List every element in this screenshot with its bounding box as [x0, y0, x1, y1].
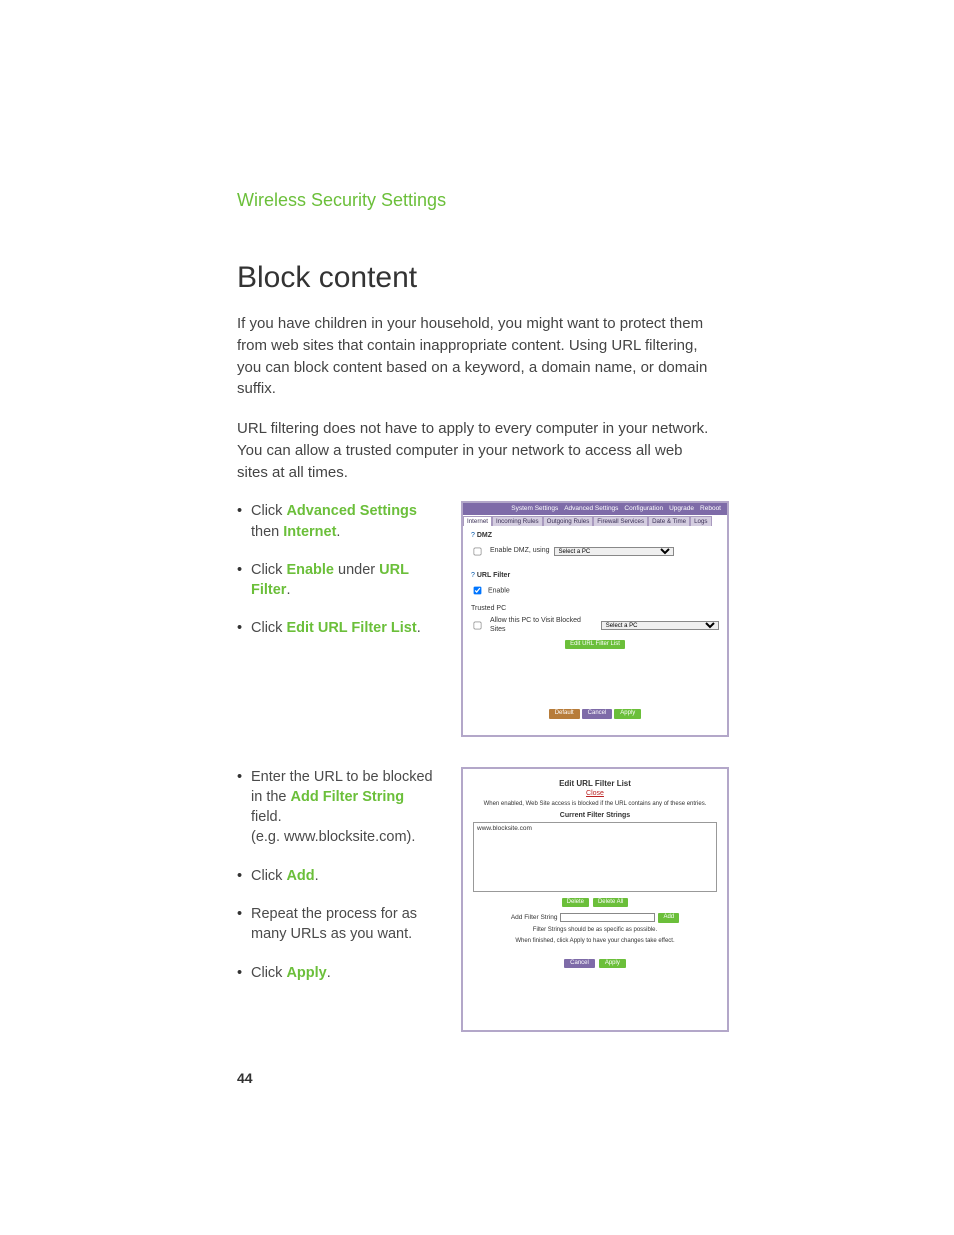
keyword-apply: Apply [286, 965, 326, 981]
subtab-logs[interactable]: Logs [690, 516, 711, 526]
apply-button[interactable]: Apply [599, 959, 626, 968]
page-heading: Block content [237, 261, 717, 295]
tab-upgrade[interactable]: Upgrade [669, 505, 694, 513]
paragraph-1: If you have children in your household, … [237, 313, 717, 400]
filter-string-item[interactable]: www.blocksite.com [477, 825, 713, 833]
tab-system-settings[interactable]: System Settings [511, 505, 558, 513]
subtab-incoming-rules[interactable]: Incoming Rules [492, 516, 543, 526]
edit-url-filter-list-button[interactable]: Edit URL Filter List [565, 640, 625, 649]
current-filter-strings-heading: Current Filter Strings [473, 812, 717, 820]
keyword-edit-url-filter-list: Edit URL Filter List [286, 620, 416, 636]
text: . [286, 582, 290, 598]
text: (e.g. www.blocksite.com). [251, 829, 415, 845]
instruction-item: Click Enable under URL Filter. [237, 560, 437, 601]
dialog-description: When enabled, Web Site access is blocked… [473, 801, 717, 808]
edit-url-filter-dialog-screenshot: Edit URL Filter List Close When enabled,… [461, 767, 729, 1032]
keyword-add-filter-string: Add Filter String [291, 789, 405, 805]
text: field. [251, 809, 282, 825]
url-filter-heading: URL Filter [477, 572, 510, 579]
text: Click [251, 503, 286, 519]
text: then [251, 524, 283, 540]
subtab-firewall-services[interactable]: Firewall Services [593, 516, 648, 526]
tab-reboot[interactable]: Reboot [700, 505, 721, 513]
hint-text-1: Filter Strings should be as specific as … [473, 927, 717, 934]
filter-string-listbox[interactable]: www.blocksite.com [473, 822, 717, 892]
apply-button[interactable]: Apply [614, 709, 641, 718]
help-icon[interactable]: ? [471, 532, 475, 539]
keyword-internet: Internet [283, 524, 336, 540]
subtab-outgoing-rules[interactable]: Outgoing Rules [543, 516, 594, 526]
text: . [417, 620, 421, 636]
instruction-item: Repeat the process for as many URLs as y… [237, 904, 437, 945]
text: . [327, 965, 331, 981]
instruction-list-2: Enter the URL to be blocked in the Add F… [237, 767, 437, 983]
delete-button[interactable]: Delete [562, 898, 589, 907]
keyword-add: Add [286, 868, 314, 884]
instruction-item: Enter the URL to be blocked in the Add F… [237, 767, 437, 848]
sub-nav-tabs: Internet Incoming Rules Outgoing Rules F… [463, 515, 727, 526]
tab-configuration[interactable]: Configuration [624, 505, 663, 513]
dialog-title: Edit URL Filter List [473, 779, 717, 789]
hint-text-2: When finished, click Apply to have your … [473, 938, 717, 945]
instruction-item: Click Add. [237, 866, 437, 886]
delete-all-button[interactable]: Delete All [593, 898, 628, 907]
add-filter-string-label: Add Filter String [511, 914, 558, 922]
keyword-enable: Enable [286, 562, 334, 578]
url-filter-enable-label: Enable [488, 587, 510, 594]
cancel-button[interactable]: Cancel [564, 959, 595, 968]
trusted-pc-label: Trusted PC [471, 605, 719, 613]
dmz-pc-select[interactable]: Select a PC [554, 547, 674, 556]
text: . [336, 524, 340, 540]
keyword-advanced-settings: Advanced Settings [286, 503, 417, 519]
trusted-pc-select[interactable]: Select a PC [601, 621, 719, 630]
section-title: Wireless Security Settings [237, 190, 717, 211]
text: Click [251, 965, 286, 981]
page-number: 44 [237, 1070, 253, 1086]
default-button[interactable]: Default [549, 709, 580, 718]
instruction-list-1: Click Advanced Settings then Internet. C… [237, 501, 437, 638]
text: Click [251, 868, 286, 884]
text: under [334, 562, 379, 578]
add-filter-string-input[interactable] [560, 913, 655, 922]
subtab-internet[interactable]: Internet [463, 516, 492, 526]
enable-dmz-checkbox[interactable] [474, 547, 482, 555]
tab-advanced-settings[interactable]: Advanced Settings [564, 505, 618, 513]
help-icon[interactable]: ? [471, 572, 475, 579]
router-admin-screenshot: System Settings Advanced Settings Config… [461, 501, 729, 736]
dmz-heading: DMZ [477, 532, 492, 539]
paragraph-2: URL filtering does not have to apply to … [237, 418, 717, 483]
enable-dmz-label: Enable DMZ, using [490, 547, 550, 555]
top-nav-tabs: System Settings Advanced Settings Config… [463, 503, 727, 515]
close-link[interactable]: Close [473, 790, 717, 798]
instruction-item: Click Apply. [237, 963, 437, 983]
add-button[interactable]: Add [658, 913, 679, 922]
text: Click [251, 620, 286, 636]
instruction-item: Click Edit URL Filter List. [237, 618, 437, 638]
text: Click [251, 562, 286, 578]
url-filter-enable-checkbox[interactable] [474, 587, 482, 595]
instruction-item: Click Advanced Settings then Internet. [237, 501, 437, 542]
text: . [315, 868, 319, 884]
allow-trusted-pc-label: Allow this PC to Visit Blocked Sites [490, 617, 597, 634]
cancel-button[interactable]: Cancel [582, 709, 613, 718]
allow-trusted-pc-checkbox[interactable] [474, 622, 482, 630]
subtab-date-time[interactable]: Date & Time [648, 516, 690, 526]
